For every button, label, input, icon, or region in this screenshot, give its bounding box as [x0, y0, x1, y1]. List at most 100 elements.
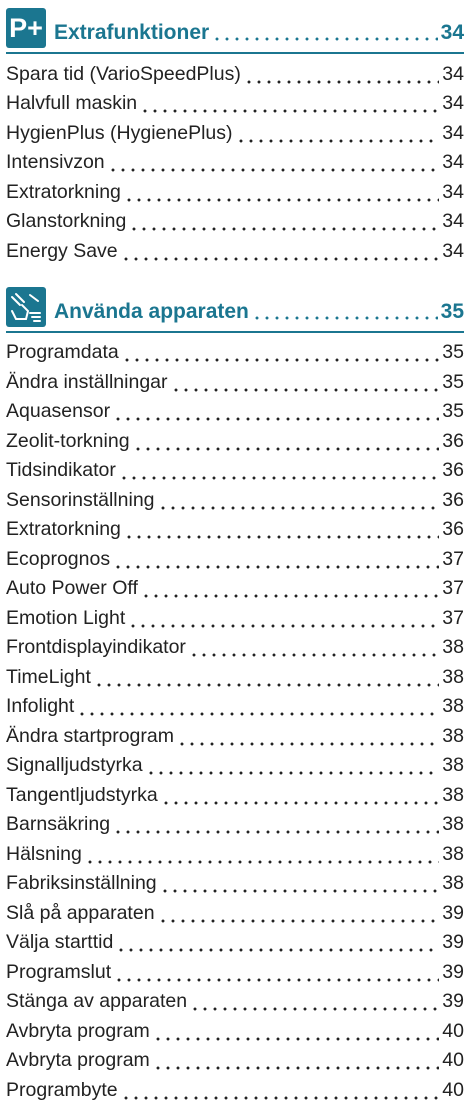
entry-label: Tidsindikator: [6, 459, 116, 481]
dot-leader: [160, 800, 440, 805]
toc-entry: Signalljudstyrka 38: [6, 750, 464, 780]
toc-entry: Barnsäkring 38: [6, 809, 464, 839]
entry-label: Energy Save: [6, 239, 118, 262]
toc-entry: Aquasensor 35: [6, 396, 464, 426]
dot-leader: [132, 446, 440, 451]
entry-page: 40: [442, 1019, 464, 1042]
dot-leader: [113, 830, 440, 834]
entry-page: 34: [442, 210, 464, 232]
dot-leader: [120, 1095, 440, 1100]
toc-entry: Glanstorkning 34: [6, 206, 464, 236]
toc-entry: Programbyte 40: [6, 1074, 464, 1104]
toc-entry: Extratorkning 36: [6, 514, 464, 544]
entry-page: 35: [442, 341, 464, 363]
toc-entry: Extratorkning 34: [6, 176, 464, 206]
entry-page: 34: [442, 92, 464, 114]
dot-leader: [129, 227, 440, 231]
entry-page: 38: [442, 695, 464, 717]
entry-page: 39: [442, 960, 464, 983]
dot-leader: [116, 948, 440, 952]
dot-leader: [77, 712, 440, 716]
toc-entry: Stänga av apparaten 39: [6, 986, 464, 1016]
entry-page: 34: [442, 62, 464, 85]
toc-entry: Programslut 39: [6, 956, 464, 986]
dot-leader: [140, 109, 440, 113]
entry-label: Aquasensor: [6, 400, 111, 422]
toc-entry: Slå på apparaten 39: [6, 897, 464, 927]
entry-page: 38: [442, 783, 464, 806]
toc-entry: Fabriksinställning 38: [6, 868, 464, 898]
toc-entry: Spara tid (VarioSpeedPlus) 34: [6, 58, 464, 88]
toc-entry: Infolight 38: [6, 691, 464, 721]
dot-leader: [188, 653, 440, 657]
entry-label: Zeolit-torkning: [6, 429, 130, 452]
entry-page: 38: [442, 636, 464, 658]
toc-entry: Energy Save 34: [6, 235, 464, 265]
toc-entry: Ändra startprogram 38: [6, 720, 464, 750]
entry-page: 36: [442, 488, 464, 511]
entry-label: Glanstorkning: [6, 210, 127, 232]
dot-leader: [93, 682, 440, 687]
entry-label: Stänga av apparaten: [6, 990, 188, 1012]
entry-label: TimeLight: [6, 665, 91, 688]
entry-page: 38: [442, 872, 464, 894]
dot-leader: [177, 741, 440, 746]
dot-leader: [120, 256, 440, 261]
entry-page: 38: [442, 813, 464, 835]
section-page: 34: [440, 21, 464, 44]
entry-label: Barnsäkring: [6, 813, 111, 835]
entry-label: Hälsning: [6, 842, 82, 865]
toc-entry: Ändra inställningar 35: [6, 366, 464, 396]
entry-page: 37: [442, 577, 464, 599]
entry-page: 34: [442, 151, 464, 173]
entry-page: 39: [442, 901, 464, 924]
dot-leader: [152, 1036, 440, 1041]
entry-label: Frontdisplayindikator: [6, 636, 186, 658]
page: P+ Extrafunktioner 34 Spara tid (VarioSpeed…: [6, 8, 464, 1101]
dot-leader: [123, 197, 440, 202]
entry-label: Tangentljudstyrka: [6, 783, 158, 806]
entry-page: 38: [442, 842, 464, 865]
entry-page: 34: [442, 180, 464, 203]
toc-entry: Intensivzon 34: [6, 147, 464, 177]
entry-label: Extratorkning: [6, 518, 121, 540]
entry-label: Välja starttid: [6, 931, 114, 953]
entry-page: 40: [442, 1078, 464, 1101]
entry-page: 38: [442, 665, 464, 688]
entry-label: Extratorkning: [6, 180, 121, 203]
entry-page: 36: [442, 429, 464, 452]
entry-label: Programslut: [6, 960, 112, 983]
entry-page: 34: [442, 239, 464, 262]
dot-leader: [140, 594, 440, 598]
toc-entry: Zeolit-torkning 36: [6, 425, 464, 455]
entry-label: Programbyte: [6, 1078, 118, 1101]
entry-page: 40: [442, 1049, 464, 1071]
entry-label: Infolight: [6, 695, 75, 717]
toc-entry: Programdata 35: [6, 337, 464, 367]
section-header: Använda apparaten 35: [6, 279, 464, 333]
dot-leader: [107, 168, 440, 172]
dot-leader: [113, 564, 440, 569]
dot-leader: [251, 315, 438, 320]
toc-entry: Halvfull maskin 34: [6, 88, 464, 118]
hand-icon: [11, 292, 41, 322]
entry-page: 39: [442, 931, 464, 953]
toc-entry: Ecoprognos 37: [6, 543, 464, 573]
dot-leader: [159, 889, 440, 893]
entry-page: 37: [442, 547, 464, 570]
toc-entry: HygienPlus (HygienePlus) 34: [6, 117, 464, 147]
entry-label: Fabriksinställning: [6, 872, 157, 894]
dot-leader: [118, 476, 440, 480]
toc-entry: Välja starttid 39: [6, 927, 464, 957]
entry-page: 35: [442, 370, 464, 393]
dot-leader: [128, 623, 440, 628]
entry-label: Sensorinställning: [6, 488, 155, 511]
toc-entry: TimeLight 38: [6, 661, 464, 691]
dot-leader: [190, 1007, 440, 1011]
toc-entry: Sensorinställning 36: [6, 484, 464, 514]
toc-entry: Hälsning 38: [6, 838, 464, 868]
entry-page: 39: [442, 990, 464, 1012]
entry-label: Programdata: [6, 341, 119, 363]
toc-entry: Tangentljudstyrka 38: [6, 779, 464, 809]
entry-page: 36: [442, 518, 464, 540]
